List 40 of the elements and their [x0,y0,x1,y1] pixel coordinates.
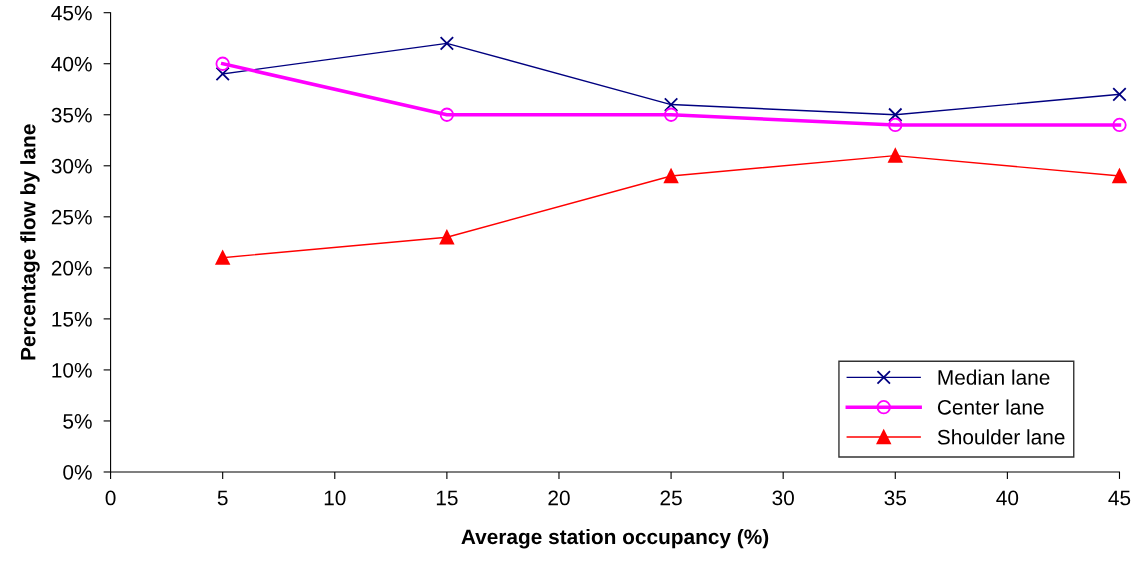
x-tick-label: 30 [772,490,794,506]
x-tick-label: 25 [660,490,682,506]
legend-label: Shoulder lane [937,429,1065,445]
point [439,107,455,122]
point [1112,168,1127,184]
point [215,56,230,71]
x-tick-label: 5 [217,490,228,506]
y-tick-label: 0% [63,464,92,480]
y-tick-label: 20% [51,260,92,276]
y-tick-label: 40% [51,56,92,72]
y-tick-label: 5% [63,414,92,429]
point [663,107,679,122]
point [215,250,230,265]
point [888,117,903,133]
y-axis-title: Percentage flow by lane [20,124,40,360]
point [663,97,679,112]
y-tick-label: 45% [51,5,92,21]
x-tick-label: 45 [1108,490,1131,506]
x-tick-label: 0 [105,490,116,506]
point [439,230,455,245]
point [439,36,455,51]
point [888,107,903,122]
x-tick-label: 15 [436,490,458,506]
x-axis-title: Average station occupancy (%) [461,528,769,549]
point [215,66,230,82]
y-tick-label: 35% [51,107,92,123]
y-tick-label: 15% [52,311,92,327]
y-tick-label: 10% [52,362,92,378]
point [888,148,903,163]
point [663,168,679,184]
x-tick-label: 40 [996,490,1019,506]
x-tick-label: 35 [884,490,906,506]
point [1112,117,1127,133]
y-tick-label: 25% [51,209,92,225]
legend-label: Center lane [937,399,1044,415]
point [1112,87,1127,102]
x-tick-label: 10 [324,490,346,506]
x-tick-label: 20 [548,490,570,506]
legend-label: Median lane [938,369,1050,385]
y-tick-label: 30% [51,158,92,174]
